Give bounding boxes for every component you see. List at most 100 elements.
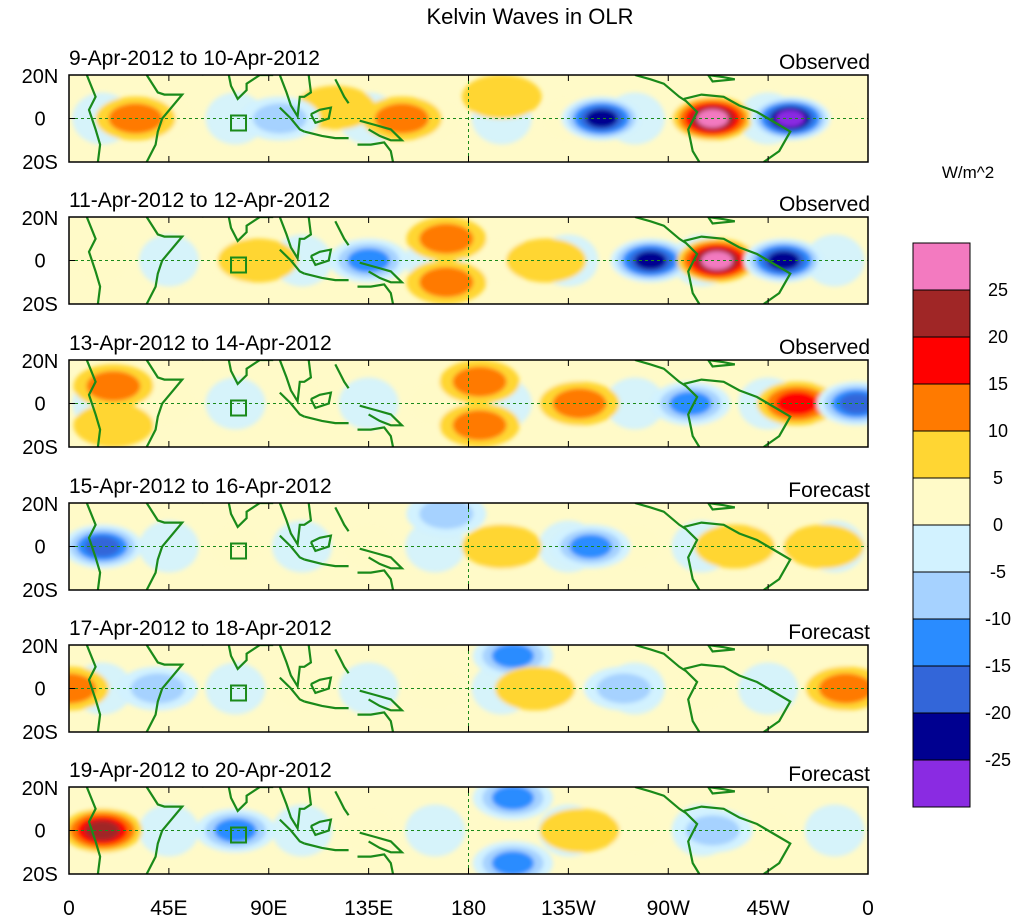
coastline bbox=[634, 645, 701, 732]
anomaly-cell bbox=[117, 666, 198, 711]
anomaly-contour bbox=[506, 238, 587, 283]
colorbar-tick-label: -20 bbox=[985, 703, 1011, 723]
coastline bbox=[85, 503, 102, 590]
y-tick-label: 20N bbox=[22, 351, 59, 373]
y-tick-label: 0 bbox=[34, 251, 45, 273]
coastline bbox=[304, 415, 349, 425]
coastline bbox=[278, 75, 313, 120]
colorbar-swatch bbox=[912, 383, 971, 432]
y-tick-label: 20N bbox=[22, 636, 59, 658]
y-tick-label: 0 bbox=[34, 821, 45, 843]
anomaly-cell bbox=[472, 787, 553, 820]
x-tick-label: 180 bbox=[451, 897, 486, 920]
panel-date-label: 15-Apr-2012 to 16-Apr-2012 bbox=[69, 475, 332, 498]
anomaly-field bbox=[69, 787, 865, 874]
longitude-axis: 0 45E 90E 135E 180 135W 90W 45W 0 bbox=[63, 897, 874, 920]
coastline bbox=[359, 547, 405, 570]
anomaly-contour bbox=[419, 267, 474, 298]
background-band bbox=[138, 234, 199, 287]
colorbar-swatch bbox=[912, 477, 971, 526]
coastline bbox=[357, 711, 395, 732]
colorbar-units-label: W/m^2 bbox=[942, 163, 994, 182]
coastline bbox=[202, 787, 274, 813]
anomaly-cell bbox=[472, 841, 553, 874]
anomaly-cell bbox=[650, 381, 731, 426]
coastline bbox=[202, 360, 274, 386]
coastline bbox=[85, 360, 102, 447]
coastline bbox=[309, 248, 333, 267]
coastline bbox=[634, 217, 701, 304]
x-tick-label: 45E bbox=[150, 897, 187, 920]
region-box bbox=[230, 826, 248, 844]
y-tick-label: 20N bbox=[22, 778, 59, 800]
coastline bbox=[279, 391, 305, 418]
anomaly-contour bbox=[491, 851, 534, 874]
coastline bbox=[145, 75, 185, 162]
coastline bbox=[304, 272, 349, 282]
coastline bbox=[683, 663, 792, 732]
anomaly-contour bbox=[495, 666, 576, 711]
coastlines bbox=[85, 787, 792, 874]
coastline bbox=[334, 790, 350, 816]
colorbar-tick-label: 10 bbox=[988, 421, 1008, 441]
anomaly-contour bbox=[130, 673, 185, 704]
region-box bbox=[230, 684, 248, 702]
panel-3: 13-Apr-2012 to 14-Apr-2012 Observed 20N 0 20… bbox=[22, 332, 870, 459]
coastline bbox=[707, 787, 736, 795]
colorbar-tick-label: -10 bbox=[985, 609, 1011, 629]
coastline bbox=[202, 645, 274, 671]
coastline bbox=[145, 645, 185, 732]
background-band bbox=[205, 377, 266, 430]
coastline bbox=[334, 506, 350, 532]
coastline bbox=[683, 235, 792, 304]
coastline bbox=[279, 248, 305, 275]
panel-5: 17-Apr-2012 to 18-Apr-2012 Forecast 20N 0 20… bbox=[22, 617, 871, 744]
background-band bbox=[138, 520, 199, 573]
y-tick-label: 20S bbox=[22, 580, 58, 602]
coastline bbox=[707, 75, 736, 83]
y-tick-label: 20S bbox=[22, 152, 58, 174]
x-tick-label: 135W bbox=[541, 897, 596, 920]
colorbar-swatch bbox=[912, 524, 971, 573]
anomaly-cell bbox=[406, 260, 487, 304]
coastline bbox=[279, 534, 305, 561]
anomaly-contour bbox=[783, 524, 864, 569]
anomaly-cell bbox=[805, 666, 868, 711]
coastline bbox=[145, 217, 185, 304]
coastline bbox=[309, 676, 333, 695]
panel-type-label: Forecast bbox=[788, 763, 870, 786]
chart-title: Kelvin Waves in OLR bbox=[426, 4, 633, 29]
coastline bbox=[278, 645, 313, 690]
anomaly-contour bbox=[491, 787, 534, 810]
anomaly-cell bbox=[550, 524, 631, 569]
coastline bbox=[683, 521, 792, 590]
colorbar-tick-label: -5 bbox=[990, 562, 1006, 582]
coastline bbox=[279, 676, 305, 703]
coastline bbox=[145, 503, 185, 590]
anomaly-contour bbox=[839, 393, 868, 414]
background-band bbox=[804, 804, 865, 857]
anomaly-contour bbox=[86, 371, 141, 402]
coastline bbox=[85, 217, 102, 304]
anomaly-contour bbox=[452, 410, 507, 441]
anomaly-cell bbox=[694, 524, 775, 569]
panel-type-label: Observed bbox=[779, 336, 870, 359]
y-tick-label: 20S bbox=[22, 722, 58, 744]
coastline bbox=[707, 360, 736, 368]
panel-4: 15-Apr-2012 to 16-Apr-2012 Forecast 20N 0 20… bbox=[22, 475, 871, 602]
colorbar-tick-label: 25 bbox=[988, 280, 1008, 300]
panel-6: 19-Apr-2012 to 20-Apr-2012 Forecast 20N 0 20… bbox=[22, 759, 871, 886]
coastline bbox=[357, 283, 395, 304]
coastline bbox=[634, 503, 701, 590]
anomaly-cell bbox=[439, 360, 520, 404]
x-tick-label: 0 bbox=[862, 897, 874, 920]
coastline bbox=[634, 787, 701, 874]
region-box bbox=[230, 399, 248, 417]
y-tick-label: 20N bbox=[22, 208, 59, 230]
coastline bbox=[304, 130, 349, 140]
anomaly-contour bbox=[634, 251, 667, 270]
panel-type-label: Observed bbox=[779, 51, 870, 74]
anomaly-contour bbox=[73, 403, 154, 447]
colorbar-swatch bbox=[912, 289, 971, 338]
coastline bbox=[145, 787, 185, 874]
